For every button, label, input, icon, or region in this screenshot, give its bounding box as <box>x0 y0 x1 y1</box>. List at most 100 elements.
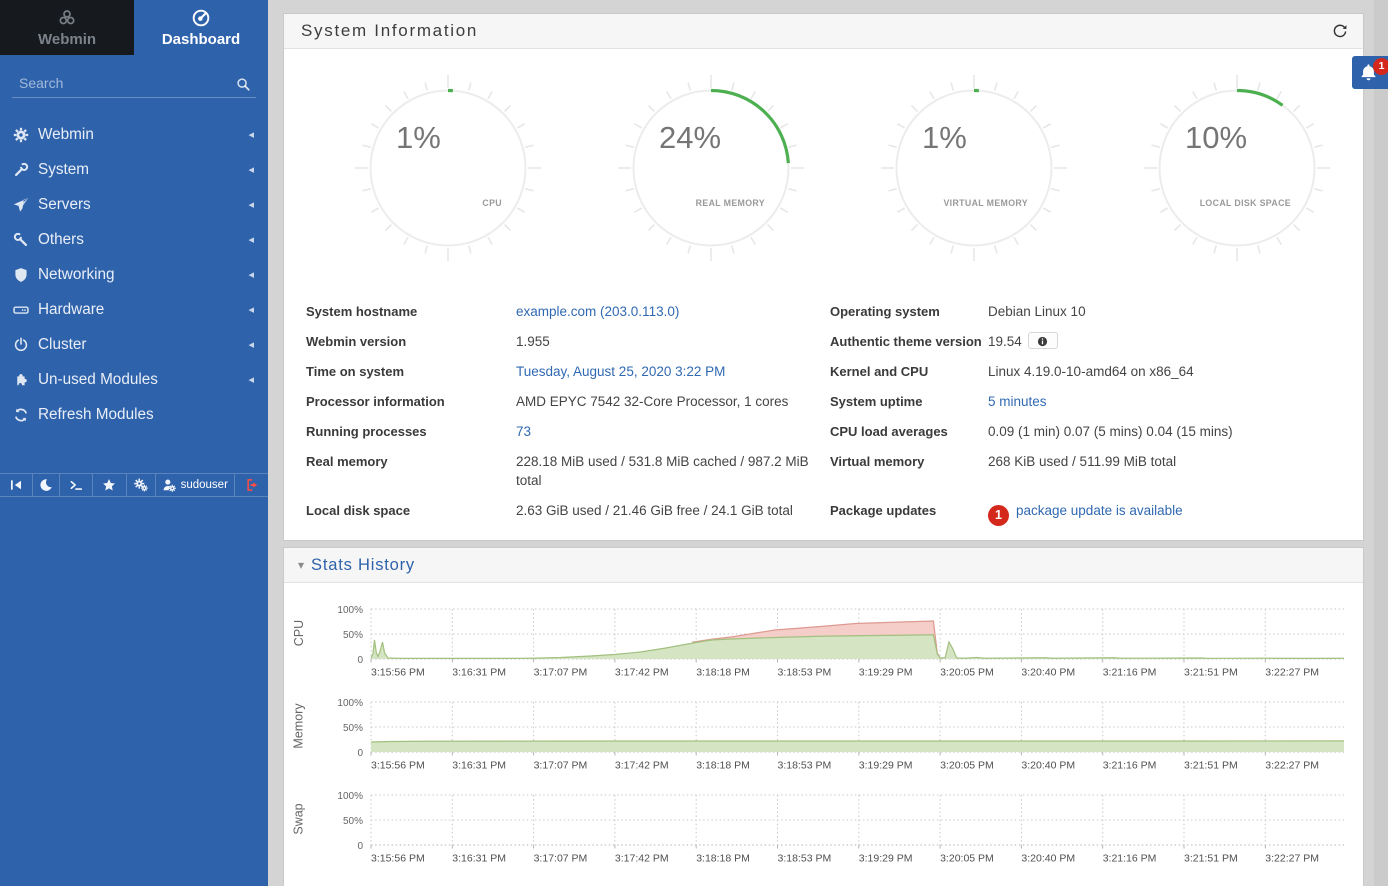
info-label: Time on system <box>306 363 405 379</box>
info-value-link[interactable]: 5 minutes <box>988 393 1047 409</box>
tab-dashboard[interactable]: Dashboard <box>134 0 268 55</box>
info-value-link[interactable]: package update is available <box>1016 502 1183 518</box>
info-value: Debian Linux 10 <box>988 304 1086 320</box>
info-value-cell: 5 minutes <box>988 387 1363 417</box>
sidebar-item-networking[interactable]: Networking ◂ <box>0 257 268 292</box>
sidebar-item-system[interactable]: System ◂ <box>0 152 268 187</box>
collapse-icon <box>9 478 23 492</box>
sidebar: Webmin Dashboard Webmin ◂ System ◂ Servers ◂… <box>0 0 268 886</box>
dashboard-gauge-icon <box>191 8 211 28</box>
logout-button[interactable] <box>235 474 268 496</box>
gauge-value: 10% <box>1185 120 1247 155</box>
y-tick-label: 50% <box>343 723 363 734</box>
caret-left-icon: ◂ <box>248 269 254 281</box>
chart-row-memory: Memory 3:15:56 PM 3:16:31 PM 3:17:07 PM 3:17… <box>284 698 1363 774</box>
x-tick-label: 3:17:07 PM <box>534 760 588 772</box>
sidebar-item-others[interactable]: Others ◂ <box>0 222 268 257</box>
theme-info-button[interactable] <box>1027 332 1058 350</box>
info-value: 19.54 <box>988 334 1022 350</box>
info-value-link[interactable]: 73 <box>516 423 532 439</box>
sidebar-item-webmin[interactable]: Webmin ◂ <box>0 117 268 152</box>
x-tick-label: 3:16:31 PM <box>452 667 506 679</box>
theme-settings-button[interactable] <box>127 474 156 496</box>
search-input[interactable] <box>12 55 256 97</box>
info-label: Kernel and CPU <box>830 363 929 379</box>
wrench-alt-icon <box>13 231 29 248</box>
terminal-button[interactable] <box>60 474 93 496</box>
info-value-cell: 1 package update is available <box>988 496 1363 531</box>
table-row: Webmin version 1.955 Authentic theme versi… <box>284 327 1363 357</box>
info-value: 2.63 GiB used / 21.46 GiB free / 24.1 Gi… <box>516 502 793 518</box>
info-value: AMD EPYC 7542 32-Core Processor, 1 cores <box>516 393 789 409</box>
sidebar-item-label: Refresh Modules <box>38 405 154 423</box>
stats-history-header[interactable]: ▾ Stats History <box>284 548 1363 583</box>
gauge-local-disk-space: 10% LOCAL DISK SPACE <box>1105 73 1368 263</box>
gauge-real-memory: 24% REAL MEMORY <box>579 73 842 263</box>
sidebar-item-label: System <box>38 160 89 178</box>
y-tick-label: 0 <box>357 841 363 852</box>
y-tick-label: 50% <box>343 630 363 641</box>
x-tick-label: 3:20:05 PM <box>940 667 994 679</box>
info-label: CPU load averages <box>830 423 948 439</box>
info-label: Processor information <box>306 393 445 409</box>
info-value-cell: example.com (203.0.113.0) <box>516 297 830 327</box>
info-value-link[interactable]: Tuesday, August 25, 2020 3:22 PM <box>516 363 726 379</box>
gauge-virtual-memory: 1% VIRTUAL MEMORY <box>842 73 1105 263</box>
sidebar-item-refresh-modules[interactable]: Refresh Modules <box>0 397 268 432</box>
caret-left-icon: ◂ <box>248 199 254 211</box>
info-value-link[interactable]: example.com (203.0.113.0) <box>516 304 680 320</box>
y-tick-label: 100% <box>337 791 363 802</box>
gauge-label: LOCAL DISK SPACE <box>1199 198 1290 208</box>
chart-axis-title-text: Swap <box>292 803 306 835</box>
chart-axis-title: Swap <box>284 791 314 867</box>
sidebar-item-un-used-modules[interactable]: Un-used Modules ◂ <box>0 362 268 397</box>
sidebar-item-servers[interactable]: Servers ◂ <box>0 187 268 222</box>
night-mode-button[interactable] <box>33 474 60 496</box>
refresh-button[interactable] <box>1331 21 1351 41</box>
notifications-bell-button[interactable]: 1 <box>1352 56 1388 89</box>
tab-webmin[interactable]: Webmin <box>0 0 134 55</box>
refresh-arrow-icon <box>1331 22 1349 40</box>
scrollbar-track[interactable] <box>1374 0 1388 886</box>
gauge-label: REAL MEMORY <box>695 198 764 208</box>
sidebar-item-cluster[interactable]: Cluster ◂ <box>0 327 268 362</box>
gauge-label: VIRTUAL MEMORY <box>943 198 1028 208</box>
chart-row-swap: Swap 3:15:56 PM 3:16:31 PM 3:17:07 PM 3:17:4… <box>284 791 1363 867</box>
x-tick-label: 3:16:31 PM <box>452 853 506 865</box>
sidebar-item-label: Hardware <box>38 300 105 318</box>
stats-history-panel: ▾ Stats History CPU 3:15:56 PM 3:16:31 PM 3… <box>283 547 1364 886</box>
info-value-cell: 0.09 (1 min) 0.07 (5 mins) 0.04 (15 mins… <box>988 417 1363 447</box>
moon-icon <box>39 478 53 492</box>
table-row: System hostname example.com (203.0.113.0)… <box>284 297 1363 327</box>
system-info-table: System hostname example.com (203.0.113.0)… <box>284 297 1363 531</box>
x-tick-label: 3:15:56 PM <box>371 667 425 679</box>
sidebar-toolbar: sudouser <box>0 473 268 497</box>
x-tick-label: 3:19:29 PM <box>859 667 913 679</box>
user-gear-icon <box>162 478 176 492</box>
x-tick-label: 3:20:40 PM <box>1021 667 1075 679</box>
caret-left-icon: ◂ <box>248 129 254 141</box>
x-tick-label: 3:17:07 PM <box>534 853 588 865</box>
x-tick-label: 3:21:51 PM <box>1184 853 1238 865</box>
user-menu-button[interactable]: sudouser <box>156 474 235 496</box>
x-tick-label: 3:18:53 PM <box>778 760 832 772</box>
y-tick-label: 100% <box>337 605 363 616</box>
chart-plot-memory: 3:15:56 PM 3:16:31 PM 3:17:07 PM 3:17:42 PM… <box>337 698 1345 772</box>
refresh-icon <box>13 407 29 423</box>
x-tick-label: 3:21:16 PM <box>1103 667 1157 679</box>
sidebar-tabs: Webmin Dashboard <box>0 0 268 55</box>
x-tick-label: 3:21:16 PM <box>1103 760 1157 772</box>
chart-axis-title: Memory <box>284 698 314 774</box>
info-value-cell: Tuesday, August 25, 2020 3:22 PM <box>516 357 830 387</box>
x-tick-label: 3:15:56 PM <box>371 853 425 865</box>
sidebar-nav: Webmin ◂ System ◂ Servers ◂ Others ◂ Networkin… <box>0 117 268 432</box>
wrench-icon <box>13 161 29 178</box>
x-tick-label: 3:20:05 PM <box>940 853 994 865</box>
table-row: Processor information AMD EPYC 7542 32-Co… <box>284 387 1363 417</box>
info-value: 0.09 (1 min) 0.07 (5 mins) 0.04 (15 mins… <box>988 423 1233 439</box>
main-content: System Information 1% CPU 24% REAL MEMOR… <box>268 0 1388 886</box>
collapse-sidebar-button[interactable] <box>0 474 33 496</box>
favorites-button[interactable] <box>93 474 127 496</box>
x-tick-label: 3:18:53 PM <box>778 853 832 865</box>
sidebar-item-hardware[interactable]: Hardware ◂ <box>0 292 268 327</box>
